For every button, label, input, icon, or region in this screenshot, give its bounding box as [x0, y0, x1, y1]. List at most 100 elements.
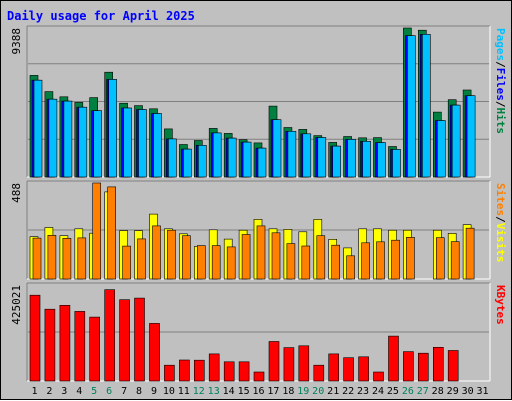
x-tick-label: 7 [121, 386, 127, 397]
x-tick-label: 25 [387, 386, 399, 397]
x-tick-label: 6 [106, 386, 112, 397]
bar-pages-day-5 [93, 110, 102, 178]
bar-pages-day-11 [183, 148, 192, 178]
bar-sites-day-2 [47, 235, 57, 280]
bar-pages-day-9 [153, 113, 162, 178]
bar-pages-day-30 [466, 95, 476, 178]
bar-pages-day-20 [317, 137, 327, 178]
bar-pages-day-23 [362, 141, 371, 178]
x-tick-label: 22 [342, 386, 354, 397]
bar-sites-day-20 [316, 235, 326, 280]
x-tick-label: 17 [267, 386, 279, 397]
legend-label-visits: Visits [494, 223, 507, 263]
bar-pages-day-8 [138, 109, 147, 178]
bar-pages-day-29 [451, 104, 461, 178]
bar-kbytes-day-23 [358, 356, 369, 382]
bar-sites-day-12 [197, 245, 206, 280]
bar-kbytes-day-22 [343, 357, 354, 382]
panel-visits: 488 Sites/Visits [10, 180, 507, 280]
bar-kbytes-day-14 [223, 361, 235, 382]
bar-sites-day-9 [152, 225, 161, 280]
legend-label-pages: Pages [494, 28, 507, 61]
bar-kbytes-day-11 [179, 359, 190, 382]
bar-sites-day-7 [122, 245, 131, 280]
bar-kbytes-day-20 [313, 364, 325, 382]
bar-kbytes-day-2 [44, 308, 56, 382]
bar-pages-day-28 [436, 120, 446, 178]
bar-sites-day-3 [62, 238, 72, 280]
x-tick-label: 3 [61, 386, 67, 397]
x-tick-label: 16 [252, 386, 264, 397]
x-tick-label: 21 [327, 386, 339, 397]
x-tick-label: 1 [31, 386, 37, 397]
bar-kbytes-day-19 [298, 345, 310, 382]
x-tick-label: 19 [297, 386, 309, 397]
bar-pages-day-27 [421, 33, 431, 178]
x-tick-label: 27 [417, 386, 429, 397]
x-tick-label: 30 [462, 386, 474, 397]
bar-pages-day-13 [212, 132, 222, 178]
bar-kbytes-day-3 [59, 304, 71, 382]
bar-kbytes-day-5 [89, 316, 100, 382]
bar-kbytes-day-4 [74, 311, 86, 382]
x-tick-label: 5 [91, 386, 97, 397]
bar-kbytes-day-18 [283, 347, 295, 382]
x-tick-label: 2 [46, 386, 52, 397]
bar-sites-day-8 [137, 238, 146, 280]
bar-sites-day-30 [465, 227, 475, 280]
bar-pages-day-6 [108, 79, 117, 178]
bar-kbytes-day-17 [268, 341, 280, 382]
bar-kbytes-day-28 [432, 346, 444, 382]
bar-sites-day-6 [107, 186, 116, 280]
legend-label-slash: / [494, 101, 507, 108]
legend-label-hits: Hits [494, 108, 507, 135]
x-tick-label: 28 [432, 386, 444, 397]
x-tick-label: 26 [402, 386, 414, 397]
x-tick-label: 12 [193, 386, 205, 397]
legend-label-kbytes: KBytes [494, 285, 507, 325]
legend-label-files: Files [494, 68, 507, 101]
legend-label-sites: Sites [494, 183, 507, 216]
x-tick-label: 18 [282, 386, 294, 397]
bar-kbytes-day-6 [104, 289, 115, 382]
bar-pages-day-1 [33, 79, 43, 178]
bar-pages-day-15 [242, 141, 252, 178]
bar-sites-day-14 [226, 246, 236, 280]
chart-title: Daily usage for April 2025 [7, 9, 195, 23]
bar-pages-day-14 [227, 137, 237, 178]
bar-sites-day-17 [271, 232, 281, 280]
bar-sites-day-25 [391, 239, 400, 280]
panel-kbytes-ymax-label: 425021 [10, 285, 23, 325]
panel-hits-legend: Pages/Files/Hits [494, 28, 507, 134]
bar-kbytes-day-15 [238, 361, 250, 382]
bar-sites-day-18 [286, 243, 296, 280]
bar-sites-day-5 [92, 182, 101, 280]
bar-pages-day-24 [377, 142, 386, 178]
bar-pages-day-25 [392, 149, 401, 178]
bar-sites-day-10 [167, 229, 176, 280]
bar-sites-day-28 [435, 237, 445, 280]
panel-hits: 9388 Pages/Files/Hits [10, 25, 507, 178]
x-tick-label: 4 [76, 386, 82, 397]
x-tick-label: 24 [372, 386, 384, 397]
bar-pages-day-18 [287, 131, 297, 178]
x-tick-label: 10 [163, 386, 175, 397]
legend-label-slash: / [494, 216, 507, 223]
bar-sites-day-23 [361, 242, 370, 280]
panel-visits-legend: Sites/Visits [494, 183, 507, 263]
bar-sites-day-22 [346, 255, 355, 280]
x-tick-label: 9 [151, 386, 157, 397]
bar-sites-day-11 [182, 235, 191, 280]
x-tick-label: 15 [238, 386, 250, 397]
bar-sites-day-29 [450, 241, 460, 280]
bar-pages-day-4 [78, 106, 88, 178]
bar-sites-day-15 [241, 234, 251, 280]
x-tick-label: 23 [357, 386, 369, 397]
bar-pages-day-3 [63, 100, 73, 178]
x-tick-label: 29 [447, 386, 459, 397]
bar-kbytes-day-16 [253, 371, 265, 382]
bar-kbytes-day-29 [447, 350, 459, 382]
bar-kbytes-day-27 [417, 352, 429, 382]
